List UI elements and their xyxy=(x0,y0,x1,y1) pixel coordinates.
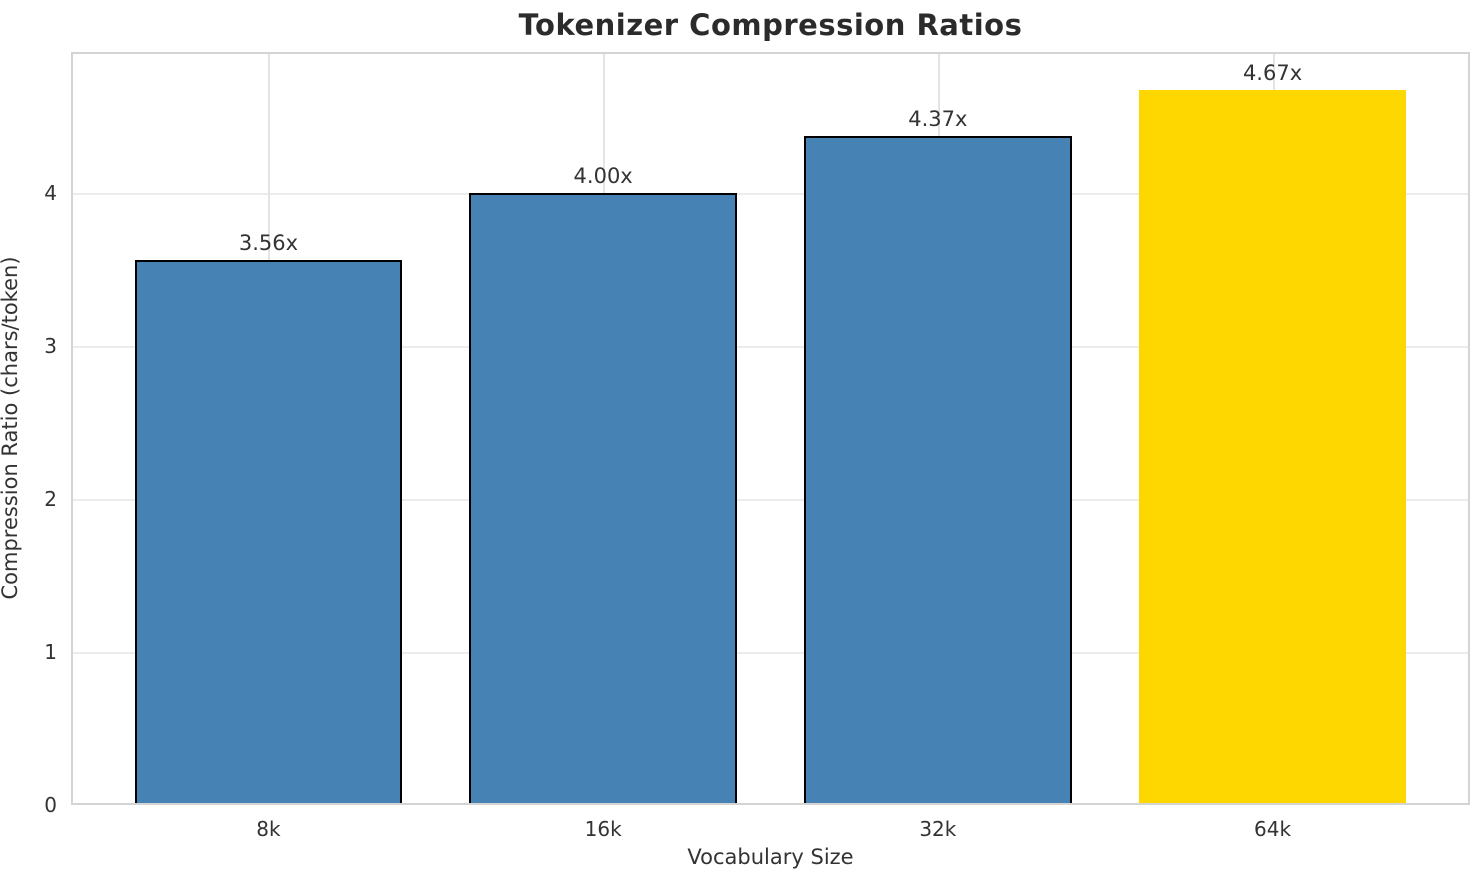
y-tick-label-4: 4 xyxy=(44,180,57,205)
gridline-y-3 xyxy=(71,345,1470,348)
y-tick-label-2: 2 xyxy=(44,486,57,511)
bar-64k xyxy=(1138,90,1407,805)
bar-value-label-64k: 4.67x xyxy=(1242,61,1303,86)
x-tick-label-64k: 64k xyxy=(1254,817,1292,841)
bar-16k xyxy=(469,192,738,805)
gridline-y-1 xyxy=(71,651,1470,654)
x-tick-label-16k: 16k xyxy=(584,817,622,841)
gridline-y-4 xyxy=(71,192,1470,195)
chart-title: Tokenizer Compression Ratios xyxy=(518,8,1023,42)
bar-32k xyxy=(803,136,1072,805)
y-tick-label-1: 1 xyxy=(44,639,57,664)
y-tick-label-0: 0 xyxy=(44,793,57,817)
y-axis-title-text: Compression Ratio (chars/token) xyxy=(0,256,22,600)
plot-area xyxy=(71,52,1470,805)
x-axis-title: Vocabulary Size xyxy=(687,845,854,869)
bar-value-label-32k: 4.37x xyxy=(908,107,968,132)
x-tick-label-8k: 8k xyxy=(256,817,281,841)
gridline-y-2 xyxy=(71,498,1470,501)
bar-value-label-8k: 3.56x xyxy=(238,231,299,256)
bar-value-label-16k: 4.00x xyxy=(573,163,633,188)
x-tick-label-32k: 32k xyxy=(919,817,957,841)
y-tick-label-3: 3 xyxy=(44,333,57,358)
bar-8k xyxy=(134,260,403,805)
